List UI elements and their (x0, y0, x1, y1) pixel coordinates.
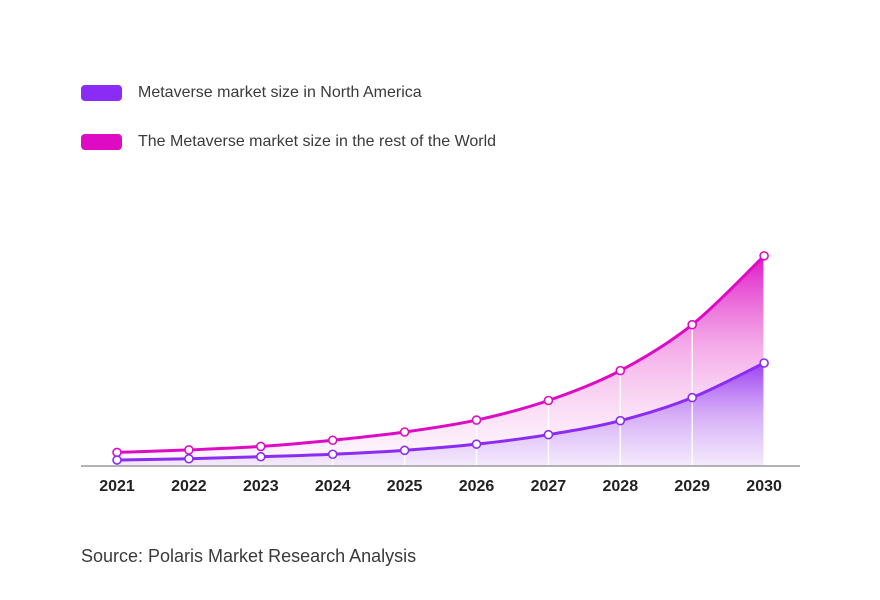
source-caption: Source: Polaris Market Research Analysis (81, 546, 417, 566)
line-north-america (115, 361, 766, 462)
x-tick-2023: 2023 (243, 478, 279, 495)
point-rest-of-world-2021[interactable] (112, 447, 122, 458)
line-rest-of-world (115, 254, 766, 454)
legend: Metaverse market size in North America T… (81, 82, 496, 180)
x-tick-2029: 2029 (674, 478, 710, 495)
point-north-america-2030[interactable] (759, 358, 769, 368)
x-tick-2021: 2021 (99, 478, 135, 495)
series-lines (115, 254, 766, 462)
x-tick-2027: 2027 (531, 478, 567, 495)
point-north-america-2028[interactable] (615, 415, 626, 426)
point-north-america-2027[interactable] (543, 429, 554, 440)
point-rest-of-world-2028[interactable] (615, 365, 626, 376)
point-north-america-2024[interactable] (327, 449, 338, 460)
x-tick-2026: 2026 (459, 478, 495, 495)
point-rest-of-world-2024[interactable] (327, 435, 338, 446)
legend-item-rest-of-world[interactable]: The Metaverse market size in the rest of… (81, 131, 496, 153)
point-rest-of-world-2029[interactable] (687, 319, 698, 330)
legend-label-north-america: Metaverse market size in North America (138, 84, 422, 101)
point-rest-of-world-2025[interactable] (399, 427, 410, 437)
point-north-america-2025[interactable] (399, 445, 410, 456)
x-tick-2030: 2030 (746, 478, 782, 495)
x-axis-tick-labels: 2021 2022 2023 2024 2025 2026 2027 2028 2029 2030 (99, 478, 782, 495)
area-rest-of-world (117, 255, 765, 466)
x-tick-2022: 2022 (171, 478, 207, 495)
point-north-america-2023[interactable] (255, 451, 266, 462)
point-rest-of-world-2023[interactable] (255, 441, 266, 452)
legend-swatch-rest-of-world (81, 134, 122, 150)
point-north-america-2026[interactable] (471, 439, 482, 449)
legend-label-rest-of-world: The Metaverse market size in the rest of… (138, 133, 497, 150)
legend-swatch-north-america (81, 85, 122, 101)
point-north-america-2022[interactable] (184, 453, 194, 464)
data-point-markers (112, 251, 769, 465)
point-rest-of-world-2027[interactable] (543, 395, 554, 406)
legend-item-north-america[interactable]: Metaverse market size in North America (81, 82, 496, 104)
point-north-america-2021[interactable] (112, 455, 122, 465)
x-tick-2025: 2025 (387, 478, 423, 495)
point-north-america-2029[interactable] (687, 392, 698, 403)
point-rest-of-world-2026[interactable] (471, 415, 482, 425)
series-areas (117, 255, 765, 466)
point-rest-of-world-2022[interactable] (184, 445, 194, 455)
x-tick-2028: 2028 (603, 478, 639, 495)
point-rest-of-world-2030[interactable] (759, 251, 769, 261)
area-north-america (117, 363, 765, 466)
x-tick-2024: 2024 (315, 478, 351, 495)
